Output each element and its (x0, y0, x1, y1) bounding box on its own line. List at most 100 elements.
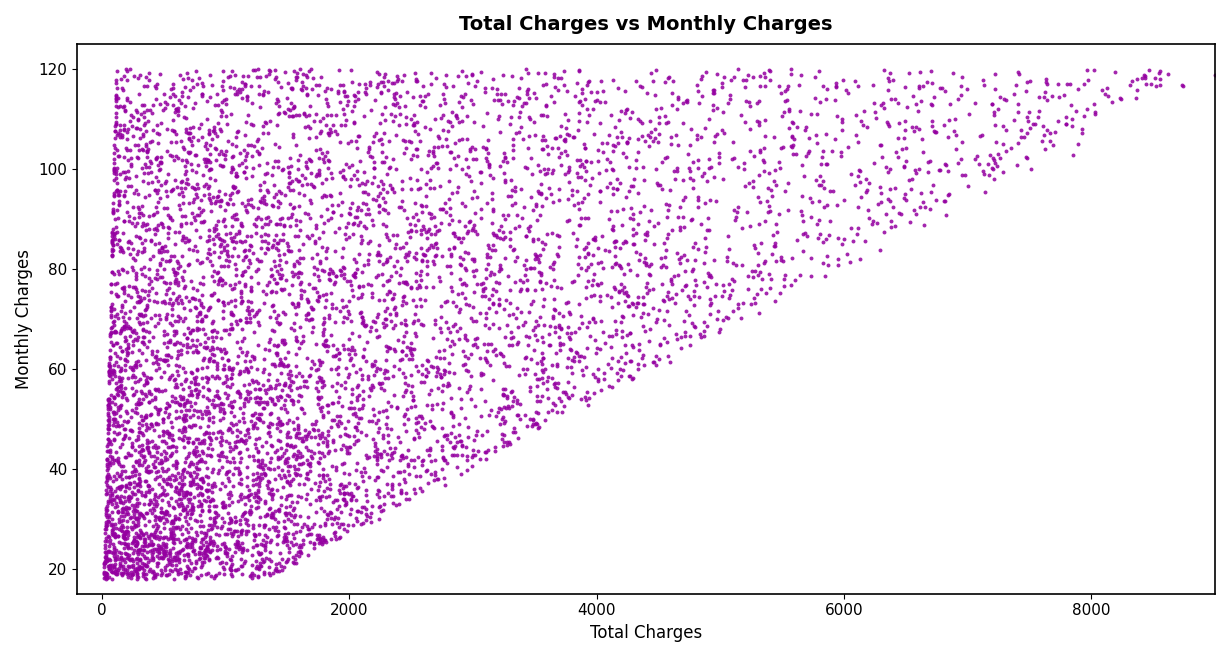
Point (241, 286, 261, 296)
Point (140, 495, 160, 505)
Point (226, 315, 246, 326)
Point (231, 529, 251, 539)
Point (213, 562, 232, 573)
Point (220, 280, 240, 290)
Point (118, 509, 138, 520)
Point (287, 71, 306, 81)
Point (442, 187, 461, 198)
Point (114, 101, 134, 111)
Point (374, 294, 394, 305)
Point (167, 293, 187, 304)
Point (432, 203, 451, 214)
Point (333, 340, 353, 350)
Point (132, 284, 151, 295)
Point (157, 488, 177, 499)
Point (262, 241, 282, 252)
Point (213, 296, 232, 307)
Point (103, 562, 123, 572)
Point (183, 476, 203, 486)
Point (836, 85, 856, 95)
Point (581, 259, 600, 269)
Point (172, 175, 192, 186)
Point (128, 397, 148, 407)
Point (445, 231, 465, 241)
Point (670, 252, 690, 262)
Point (154, 222, 173, 233)
Point (417, 282, 437, 292)
Point (455, 413, 475, 423)
Point (429, 353, 449, 363)
Point (1048, 78, 1068, 89)
Point (604, 225, 624, 235)
Point (317, 514, 337, 524)
Point (621, 181, 641, 191)
Point (113, 498, 133, 509)
Point (819, 230, 839, 240)
Point (1159, 69, 1178, 79)
Point (230, 342, 250, 353)
Point (416, 191, 435, 201)
Point (287, 432, 306, 442)
Point (116, 539, 135, 549)
Point (849, 164, 868, 175)
Point (316, 253, 336, 263)
Point (101, 484, 121, 495)
Point (429, 133, 449, 143)
Point (331, 411, 351, 421)
Point (244, 377, 263, 388)
Point (241, 570, 261, 580)
Point (841, 223, 861, 233)
Point (344, 422, 364, 432)
Point (640, 260, 659, 271)
Point (196, 179, 215, 189)
Point (817, 233, 836, 244)
Point (592, 231, 611, 241)
Point (220, 512, 240, 523)
Point (304, 269, 323, 279)
Point (171, 483, 191, 493)
Point (316, 295, 336, 306)
Point (134, 112, 154, 122)
Point (101, 446, 121, 457)
Point (220, 457, 240, 468)
Point (239, 302, 258, 313)
Point (348, 202, 368, 213)
Point (137, 317, 156, 327)
Point (160, 92, 180, 102)
Point (191, 231, 210, 242)
Point (396, 426, 416, 436)
Point (98, 394, 118, 405)
Point (269, 420, 289, 430)
Point (421, 228, 440, 238)
Point (246, 496, 266, 507)
Point (461, 461, 481, 472)
Point (200, 524, 220, 535)
Point (344, 212, 364, 222)
Point (502, 200, 522, 210)
Point (181, 122, 200, 133)
Point (576, 392, 595, 402)
Point (531, 269, 551, 280)
Point (182, 421, 202, 432)
Point (440, 147, 460, 158)
Point (106, 186, 125, 196)
Point (175, 313, 194, 323)
Point (1039, 127, 1059, 138)
Point (288, 445, 308, 456)
Point (739, 145, 759, 156)
Point (106, 90, 125, 101)
Point (488, 114, 508, 124)
Point (310, 291, 330, 302)
Point (113, 228, 133, 238)
Point (347, 382, 367, 392)
Point (474, 283, 493, 294)
Point (130, 545, 150, 555)
Point (423, 282, 443, 292)
Point (929, 164, 948, 175)
Point (183, 447, 203, 457)
Point (242, 171, 262, 181)
Point (225, 437, 245, 447)
Point (416, 201, 435, 212)
Point (288, 301, 308, 311)
Point (689, 244, 708, 254)
